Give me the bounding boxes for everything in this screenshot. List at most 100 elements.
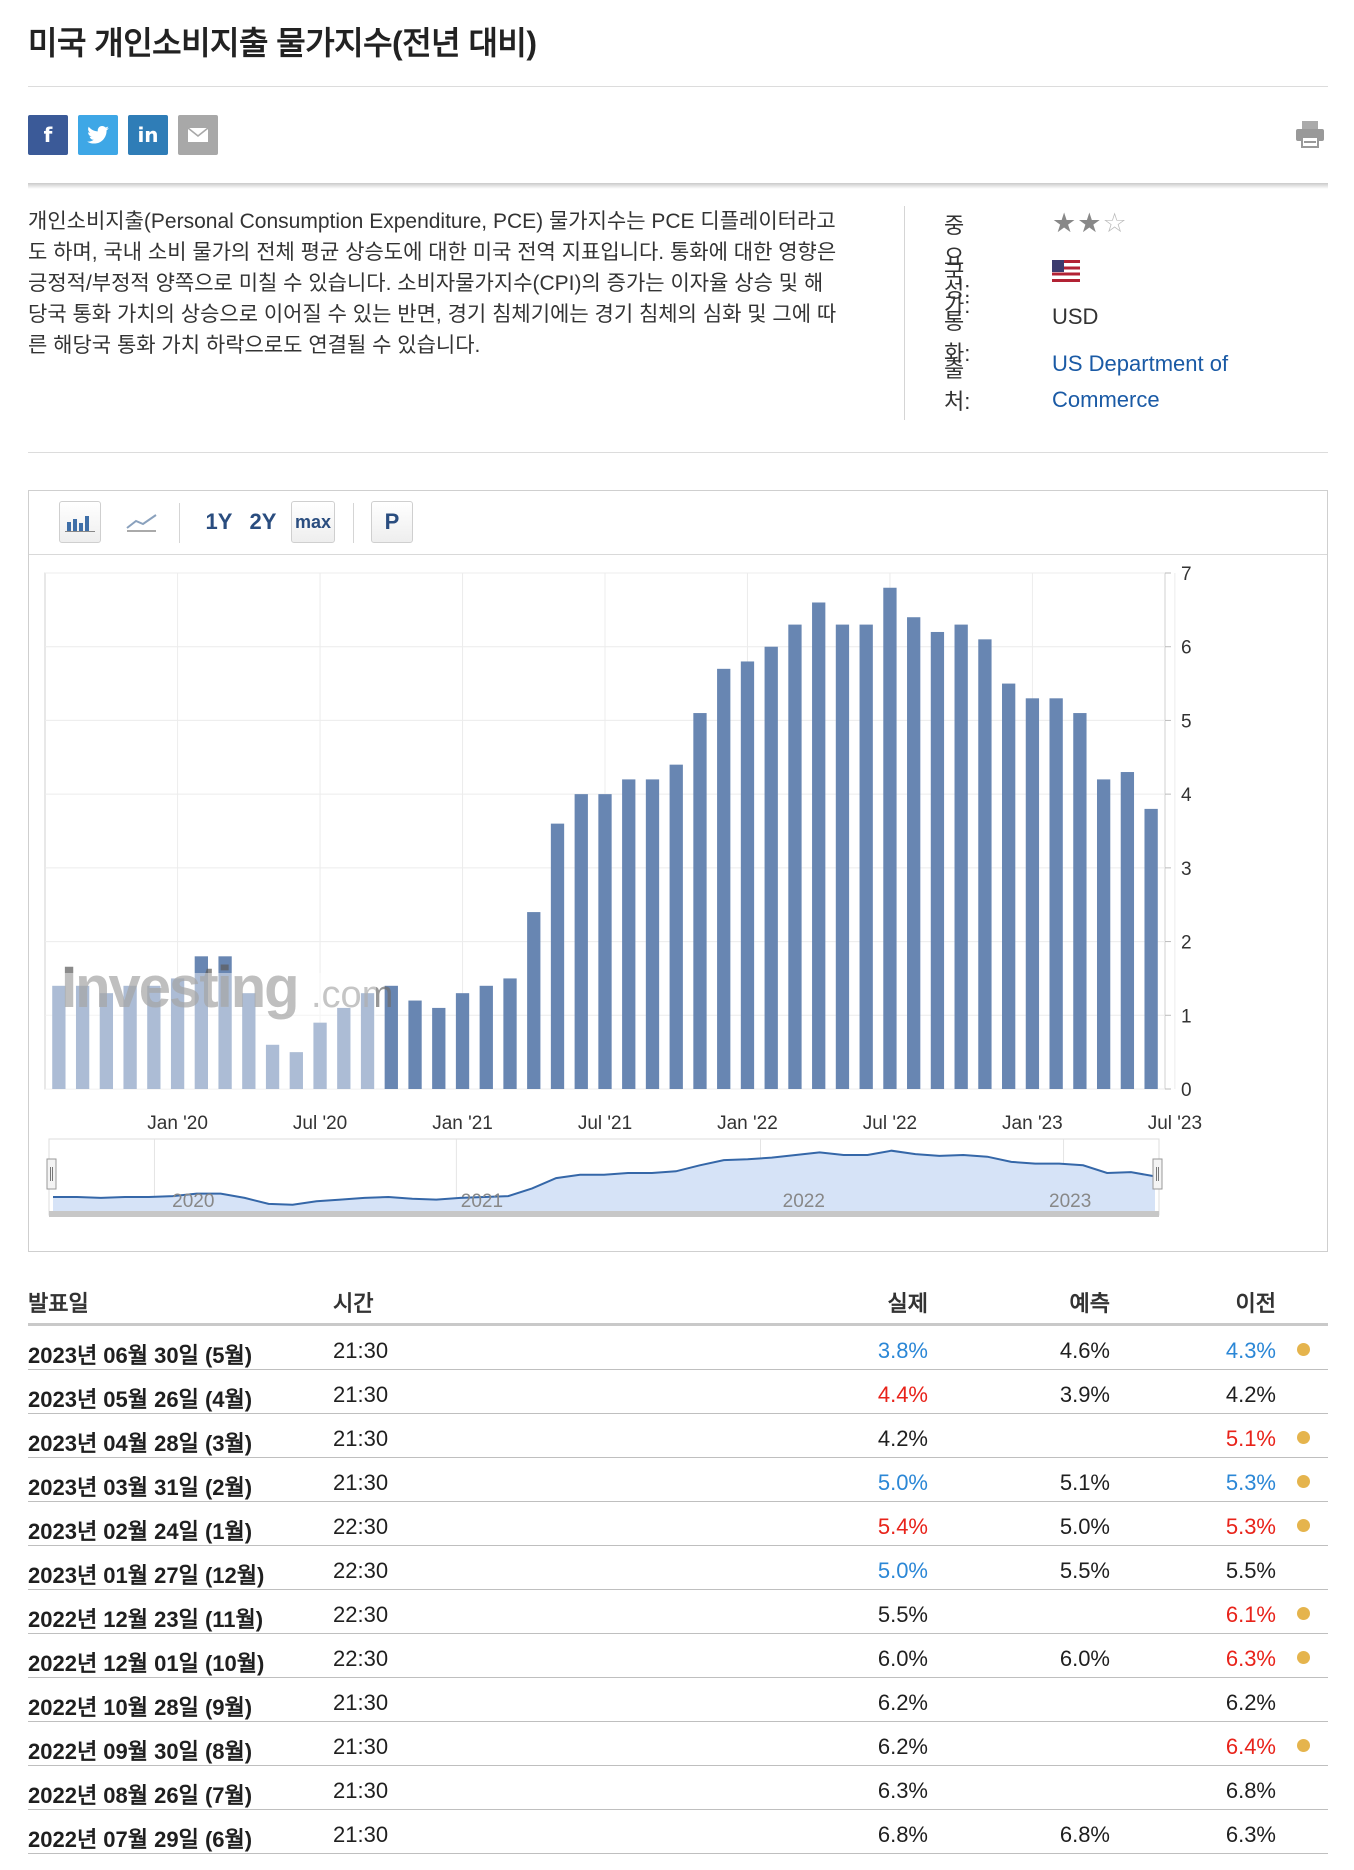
header-actual: 실제 xyxy=(887,1291,928,1316)
revised-dot-icon[interactable] xyxy=(1297,1475,1310,1488)
bar[interactable] xyxy=(954,624,968,1089)
bar[interactable] xyxy=(147,985,161,1089)
row-date: 2023년 01월 27일 (12월) xyxy=(28,1563,265,1588)
bar[interactable] xyxy=(99,993,114,1089)
row-time: 22:30 xyxy=(333,1514,389,1539)
row-actual: 6.0% xyxy=(877,1646,928,1671)
bar[interactable] xyxy=(455,993,470,1089)
revised-dot-icon[interactable] xyxy=(1297,1651,1310,1664)
bar[interactable] xyxy=(835,624,850,1089)
header-time: 시간 xyxy=(333,1291,374,1316)
bar[interactable] xyxy=(550,823,565,1089)
row-actual: 6.2% xyxy=(877,1690,928,1715)
bar[interactable] xyxy=(764,646,778,1089)
printer-icon[interactable] xyxy=(1294,118,1326,150)
bar[interactable] xyxy=(669,764,683,1089)
table-row: 2022년 12월 23일 (11월) 22:30 5.5% 6.1% xyxy=(28,1590,1328,1634)
toolbar-separator xyxy=(353,503,354,543)
bar[interactable] xyxy=(384,985,398,1089)
revised-dot-icon[interactable] xyxy=(1297,1739,1310,1752)
bar-chart-button[interactable] xyxy=(59,501,101,543)
bar[interactable] xyxy=(574,794,588,1089)
bar[interactable] xyxy=(978,639,992,1089)
currency-value: USD xyxy=(1052,304,1099,329)
bar[interactable] xyxy=(52,985,66,1089)
line-chart-button[interactable] xyxy=(121,501,163,543)
table-row: 2022년 07월 29일 (6월) 21:30 6.8% 6.8% 6.3% xyxy=(28,1810,1328,1854)
bar[interactable] xyxy=(1025,698,1040,1089)
bar[interactable] xyxy=(503,978,517,1089)
bar[interactable] xyxy=(907,617,921,1089)
bar[interactable] xyxy=(1144,808,1158,1089)
row-actual: 5.4% xyxy=(877,1514,928,1539)
bar[interactable] xyxy=(194,956,208,1089)
x-tick-label: Jul '20 xyxy=(293,1113,347,1134)
table-row: 2023년 04월 28일 (3월) 21:30 4.2% 5.1% xyxy=(28,1414,1328,1458)
bar[interactable] xyxy=(740,661,755,1089)
revised-dot-icon[interactable] xyxy=(1297,1519,1310,1532)
bar[interactable] xyxy=(289,1052,303,1089)
bar[interactable] xyxy=(360,993,375,1089)
range-2y-button[interactable]: 2Y xyxy=(249,509,277,534)
bar[interactable] xyxy=(883,587,897,1089)
bar[interactable] xyxy=(812,602,826,1089)
row-previous: 4.2% xyxy=(1225,1382,1276,1407)
share-bar: f in xyxy=(28,115,218,155)
source-link[interactable]: US Department of Commerce xyxy=(1052,351,1229,412)
navigator-area xyxy=(53,1150,1155,1215)
bar[interactable] xyxy=(1002,683,1016,1089)
bar[interactable] xyxy=(479,985,493,1089)
x-tick-label: Jan '20 xyxy=(147,1113,208,1134)
bar[interactable] xyxy=(432,1007,446,1089)
range-max-button[interactable]: max xyxy=(291,501,335,543)
table-row: 2022년 09월 30일 (8월) 21:30 6.2% 6.4% xyxy=(28,1722,1328,1766)
investing-watermark-suffix: .com xyxy=(311,974,393,1016)
row-date: 2022년 07월 29일 (6월) xyxy=(28,1827,253,1852)
navigator-left-handle[interactable] xyxy=(46,1158,57,1190)
linkedin-share-button[interactable]: in xyxy=(128,115,168,155)
header-date: 발표일 xyxy=(28,1291,89,1316)
bar[interactable] xyxy=(1049,698,1063,1089)
bar[interactable] xyxy=(337,1007,351,1089)
table-row: 2023년 03월 31일 (2월) 21:30 5.0% 5.1% 5.3% xyxy=(28,1458,1328,1502)
bar[interactable] xyxy=(788,624,802,1089)
twitter-share-button[interactable] xyxy=(78,115,118,155)
bar[interactable] xyxy=(408,1000,422,1089)
row-date: 2023년 02월 24일 (1월) xyxy=(28,1519,253,1544)
bar[interactable] xyxy=(170,978,185,1089)
revised-dot-icon[interactable] xyxy=(1297,1607,1310,1620)
navigator-right-handle[interactable] xyxy=(1152,1158,1163,1190)
email-share-button[interactable] xyxy=(178,115,218,155)
row-actual: 6.2% xyxy=(877,1734,928,1759)
bar[interactable] xyxy=(1096,779,1111,1089)
bar[interactable] xyxy=(622,779,636,1089)
bar[interactable] xyxy=(1073,713,1087,1089)
bar[interactable] xyxy=(242,993,256,1089)
bar[interactable] xyxy=(527,912,541,1089)
bar[interactable] xyxy=(218,956,232,1089)
bar[interactable] xyxy=(693,713,707,1089)
bar[interactable] xyxy=(265,1044,280,1089)
revised-dot-icon[interactable] xyxy=(1297,1343,1310,1356)
p-button[interactable]: P xyxy=(371,501,413,543)
row-previous: 6.8% xyxy=(1225,1778,1276,1803)
row-date: 2022년 12월 23일 (11월) xyxy=(28,1607,264,1632)
bar[interactable] xyxy=(717,668,731,1089)
facebook-share-button[interactable]: f xyxy=(28,115,68,155)
bar[interactable] xyxy=(313,1022,327,1089)
bar[interactable] xyxy=(1120,772,1135,1089)
row-previous: 4.3% xyxy=(1225,1338,1276,1363)
navigator-scrollbar[interactable] xyxy=(49,1211,1159,1217)
bar[interactable] xyxy=(123,985,137,1089)
range-1y-button[interactable]: 1Y xyxy=(205,509,233,534)
bar[interactable] xyxy=(930,631,945,1089)
bar[interactable] xyxy=(645,779,660,1089)
bar[interactable] xyxy=(598,794,612,1089)
bar[interactable] xyxy=(75,985,90,1089)
revised-dot-icon[interactable] xyxy=(1297,1431,1310,1444)
bar-chart-icon xyxy=(65,516,95,532)
row-forecast: 6.8% xyxy=(1059,1822,1110,1847)
bar[interactable] xyxy=(859,624,873,1089)
row-actual: 4.4% xyxy=(877,1382,928,1407)
watermark-overlay xyxy=(46,973,376,1089)
